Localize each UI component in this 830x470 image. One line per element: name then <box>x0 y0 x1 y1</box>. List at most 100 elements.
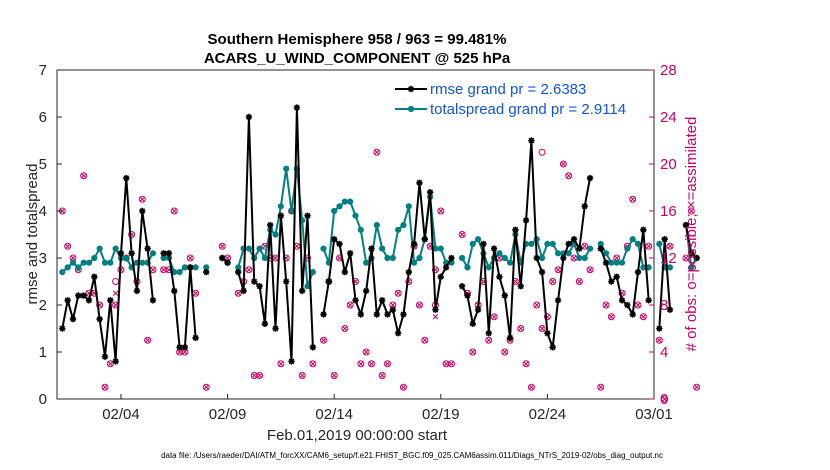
rmse-point <box>96 315 103 323</box>
rmse-point <box>442 264 450 271</box>
footnote: data file: /Users/raeder/DAI/ATM_forcXX/… <box>161 451 663 460</box>
y-right-tick-label: 16 <box>660 203 677 220</box>
obs-assimilated-marker <box>358 360 364 367</box>
obs-assimilated-marker <box>379 372 385 379</box>
obs-possible-marker <box>522 360 530 368</box>
obs-assimilated-marker <box>470 349 476 355</box>
rmse-point <box>165 250 173 257</box>
obs-possible-marker <box>655 336 663 344</box>
obs-assimilated-marker <box>80 172 87 179</box>
obs-assimilated-marker <box>459 231 465 238</box>
y-tick-label: 1 <box>39 344 47 361</box>
obs-possible-marker <box>186 254 194 262</box>
obs-assimilated-marker <box>555 266 561 273</box>
rmse-point <box>277 212 285 219</box>
obs-assimilated-marker <box>432 313 439 320</box>
totalspread-point <box>181 264 189 271</box>
rmse-series <box>59 104 700 365</box>
chart-title-line2: ACARS_U_WIND_COMPONENT @ 525 hPa <box>204 50 511 67</box>
rmse-point <box>528 137 535 144</box>
obs-possible-marker <box>394 289 402 297</box>
obs-possible-marker <box>378 372 386 379</box>
x-tick-label: 03/01 <box>635 406 673 423</box>
rmse-point <box>293 104 301 111</box>
rmse-point <box>517 283 524 290</box>
obs-possible-marker <box>101 383 109 391</box>
totalspread-point <box>549 240 556 247</box>
rmse-point <box>512 226 519 233</box>
y-right-tick-label: 24 <box>660 109 677 126</box>
rmse-point <box>69 315 77 323</box>
obs-assimilated-marker <box>395 290 401 297</box>
obs-possible-marker <box>320 336 328 344</box>
rmse-point <box>149 297 157 304</box>
obs-assimilated-marker <box>171 208 178 214</box>
rmse-point <box>272 325 279 332</box>
obs-assimilated-marker <box>107 360 114 367</box>
rmse-point <box>144 245 151 252</box>
rmse-point <box>346 250 354 257</box>
rmse-point <box>357 311 365 318</box>
obs-possible-marker <box>128 231 136 238</box>
obs-assimilated-marker <box>656 337 663 344</box>
rmse-point <box>128 250 135 257</box>
rmse-point <box>560 254 567 262</box>
x-tick-label: 02/09 <box>209 406 247 423</box>
totalspread-point <box>176 269 183 276</box>
rmse-point <box>416 179 423 186</box>
totalspread-point <box>272 231 279 238</box>
rmse-point <box>245 113 253 121</box>
totalspread-point <box>363 259 370 266</box>
rmse-point <box>602 259 610 266</box>
rmse-point <box>522 217 530 224</box>
obs-assimilated-marker <box>688 208 695 214</box>
obs-assimilated-marker <box>560 161 567 167</box>
rmse-point <box>123 174 130 182</box>
totalspread-point <box>107 259 114 266</box>
obs-possible-marker <box>597 383 605 391</box>
obs-assimilated-marker <box>70 255 76 261</box>
obs-assimilated-marker <box>150 266 156 273</box>
rmse-point <box>288 358 295 365</box>
legend-spread-label: totalspread grand pr = 2.9114 <box>430 101 626 118</box>
obs-possible-marker <box>170 207 178 215</box>
rmse-point <box>378 297 386 304</box>
obs-assimilated-marker <box>59 208 66 214</box>
obs-assimilated-marker <box>571 255 577 261</box>
rmse-point <box>267 221 274 229</box>
obs-assimilated-marker <box>629 196 636 203</box>
totalspread-point <box>384 254 391 262</box>
rmse-point <box>405 268 413 276</box>
obs-assimilated-marker <box>368 360 375 367</box>
obs-assimilated-marker <box>645 243 652 250</box>
rmse-point <box>474 306 482 313</box>
totalspread-point <box>469 240 476 247</box>
obs-possible-marker <box>447 360 455 368</box>
totalspread-point <box>395 226 402 233</box>
obs-possible-marker <box>160 266 168 274</box>
legend-spread-marker <box>407 105 415 113</box>
obs-possible-marker <box>383 360 391 368</box>
rmse-point <box>91 273 98 280</box>
obs-possible-marker <box>645 242 653 250</box>
totalspread-point <box>341 198 348 205</box>
obs-possible-marker <box>687 207 695 215</box>
obs-assimilated-marker <box>374 149 380 156</box>
totalspread-point <box>554 250 562 257</box>
obs-possible-marker <box>629 195 637 203</box>
obs-assimilated-marker <box>448 360 455 367</box>
rmse-point <box>187 264 194 271</box>
obs-possible-marker <box>282 254 290 262</box>
obs-possible-marker <box>575 278 583 285</box>
rmse-point <box>64 297 71 304</box>
obs-assimilated-marker <box>587 266 593 273</box>
totalspread-point <box>283 165 290 172</box>
obs-possible-marker <box>256 372 264 379</box>
totalspread-point <box>245 245 252 252</box>
rmse-point <box>362 287 370 295</box>
obs-assimilated-marker <box>549 278 556 285</box>
rmse-point <box>538 268 546 276</box>
rmse-point <box>624 301 631 309</box>
totalspread-point <box>69 259 77 266</box>
x-tick-label: 02/24 <box>529 406 567 423</box>
